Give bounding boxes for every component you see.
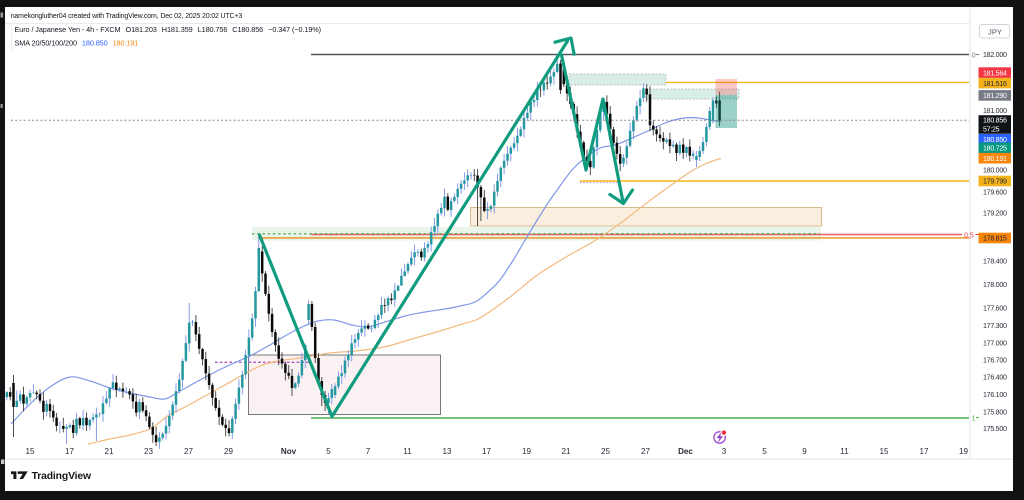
svg-text:TradingView: TradingView <box>32 471 92 482</box>
svg-text:23: 23 <box>144 447 154 456</box>
svg-text:Nov: Nov <box>281 447 297 456</box>
svg-text:9: 9 <box>802 447 807 456</box>
svg-text:181.564: 181.564 <box>983 69 1007 77</box>
svg-text:27: 27 <box>184 447 194 456</box>
svg-text:25: 25 <box>601 447 611 456</box>
svg-text:21: 21 <box>561 447 571 456</box>
svg-text:178.815: 178.815 <box>983 235 1007 243</box>
svg-text:178.000: 178.000 <box>983 281 1007 289</box>
svg-text:180.191: 180.191 <box>983 155 1007 163</box>
svg-text:11: 11 <box>840 447 849 456</box>
svg-text:0.5: 0.5 <box>964 232 974 239</box>
svg-text:177.000: 177.000 <box>983 340 1007 348</box>
svg-text:15: 15 <box>879 447 889 456</box>
svg-text:3: 3 <box>722 447 727 456</box>
svg-text:21: 21 <box>104 447 114 456</box>
svg-text:177.300: 177.300 <box>983 322 1007 330</box>
svg-text:182.000: 182.000 <box>983 51 1007 59</box>
svg-text:15: 15 <box>25 447 35 456</box>
svg-text:181.516: 181.516 <box>983 80 1007 88</box>
svg-text:181.290: 181.290 <box>983 92 1007 100</box>
svg-text:176.100: 176.100 <box>983 391 1007 399</box>
svg-text:namekongluther04 created with: namekongluther04 created with TradingVie… <box>11 13 243 20</box>
svg-text:5: 5 <box>762 447 767 456</box>
svg-text:179.600: 179.600 <box>983 189 1007 197</box>
svg-text:175.800: 175.800 <box>983 409 1007 417</box>
svg-text:176.700: 176.700 <box>983 357 1007 365</box>
svg-text:57:25: 57:25 <box>983 125 1000 133</box>
svg-text:1: 1 <box>972 414 976 423</box>
svg-text:Dec: Dec <box>678 447 693 456</box>
svg-text:JPY: JPY <box>988 28 1002 37</box>
svg-text:13: 13 <box>442 447 452 456</box>
svg-text:27: 27 <box>641 447 651 456</box>
svg-text:Euro / Japanese Yen - 4h - FXC: Euro / Japanese Yen - 4h - FXCM O181.203 H… <box>15 25 322 34</box>
svg-text:180.856: 180.856 <box>983 117 1007 125</box>
svg-text:17: 17 <box>482 447 492 456</box>
svg-text:180.725: 180.725 <box>983 145 1007 153</box>
svg-text:7: 7 <box>366 447 371 456</box>
svg-text:11: 11 <box>403 447 412 456</box>
svg-text:19: 19 <box>959 447 969 456</box>
svg-text:179.200: 179.200 <box>983 210 1007 218</box>
svg-text:180.850: 180.850 <box>983 136 1007 144</box>
svg-text:29: 29 <box>224 447 234 456</box>
svg-text:19: 19 <box>522 447 532 456</box>
svg-text:5: 5 <box>326 447 331 456</box>
svg-text:17: 17 <box>919 447 929 456</box>
svg-text:178.400: 178.400 <box>983 258 1007 266</box>
svg-text:177.600: 177.600 <box>983 305 1007 313</box>
svg-text:180.000: 180.000 <box>983 167 1007 175</box>
svg-text:176.400: 176.400 <box>983 374 1007 382</box>
svg-text:179.799: 179.799 <box>983 178 1007 186</box>
svg-text:181.000: 181.000 <box>983 107 1007 115</box>
svg-text:17: 17 <box>65 447 75 456</box>
svg-text:0: 0 <box>972 51 976 60</box>
svg-text:175.500: 175.500 <box>983 425 1007 433</box>
